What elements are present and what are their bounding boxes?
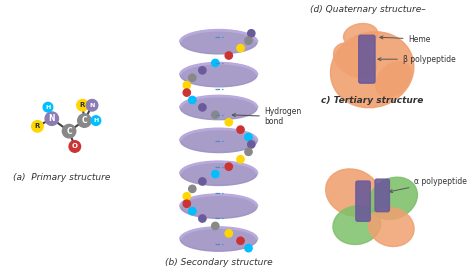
Circle shape bbox=[183, 193, 191, 200]
Circle shape bbox=[245, 148, 252, 155]
Circle shape bbox=[225, 52, 232, 59]
Circle shape bbox=[45, 112, 58, 125]
Ellipse shape bbox=[330, 32, 414, 108]
Text: H: H bbox=[46, 105, 51, 110]
Circle shape bbox=[91, 116, 100, 125]
FancyBboxPatch shape bbox=[359, 35, 375, 83]
Text: N: N bbox=[90, 103, 95, 108]
FancyBboxPatch shape bbox=[375, 179, 390, 212]
Ellipse shape bbox=[369, 208, 414, 247]
Text: C: C bbox=[66, 127, 72, 136]
Ellipse shape bbox=[326, 169, 380, 216]
Circle shape bbox=[237, 156, 244, 163]
Circle shape bbox=[43, 102, 53, 112]
Text: (b) Secondary structure: (b) Secondary structure bbox=[165, 258, 273, 267]
Circle shape bbox=[225, 118, 232, 126]
Text: β polypeptide: β polypeptide bbox=[378, 55, 456, 64]
Circle shape bbox=[189, 207, 196, 215]
Ellipse shape bbox=[180, 228, 257, 251]
Circle shape bbox=[211, 222, 219, 230]
Circle shape bbox=[199, 215, 206, 222]
Circle shape bbox=[245, 37, 252, 44]
Circle shape bbox=[69, 141, 81, 152]
Circle shape bbox=[211, 170, 219, 178]
Circle shape bbox=[237, 237, 244, 244]
Circle shape bbox=[199, 178, 206, 185]
Circle shape bbox=[32, 121, 43, 132]
Text: C: C bbox=[82, 116, 87, 125]
Ellipse shape bbox=[334, 43, 376, 78]
Text: α polypeptide: α polypeptide bbox=[389, 177, 467, 193]
Circle shape bbox=[199, 67, 206, 74]
Circle shape bbox=[237, 126, 244, 133]
Circle shape bbox=[86, 100, 98, 111]
Text: R: R bbox=[35, 123, 40, 129]
Ellipse shape bbox=[180, 162, 257, 185]
FancyBboxPatch shape bbox=[356, 181, 370, 221]
Circle shape bbox=[183, 81, 191, 89]
Circle shape bbox=[237, 44, 244, 52]
Circle shape bbox=[247, 30, 255, 37]
Text: R: R bbox=[80, 102, 85, 108]
Circle shape bbox=[247, 141, 255, 148]
Circle shape bbox=[199, 104, 206, 111]
Ellipse shape bbox=[180, 63, 257, 87]
Text: N: N bbox=[48, 114, 55, 123]
Circle shape bbox=[77, 100, 88, 111]
Ellipse shape bbox=[344, 24, 378, 47]
Circle shape bbox=[225, 163, 232, 170]
Circle shape bbox=[183, 89, 191, 96]
Ellipse shape bbox=[180, 96, 257, 120]
Circle shape bbox=[245, 245, 252, 252]
Circle shape bbox=[63, 125, 76, 138]
Circle shape bbox=[183, 200, 191, 207]
Ellipse shape bbox=[333, 206, 381, 244]
Circle shape bbox=[245, 133, 252, 141]
Text: Hydrogen
bond: Hydrogen bond bbox=[232, 107, 302, 126]
Text: O: O bbox=[72, 143, 78, 150]
Text: (d) Quaternary structure–: (d) Quaternary structure– bbox=[310, 4, 426, 14]
Text: H: H bbox=[93, 118, 99, 123]
Ellipse shape bbox=[180, 129, 257, 153]
Circle shape bbox=[211, 111, 219, 118]
Circle shape bbox=[225, 230, 232, 237]
Ellipse shape bbox=[376, 62, 411, 97]
Circle shape bbox=[189, 96, 196, 104]
Circle shape bbox=[78, 114, 91, 127]
Text: c) Tertiary structure: c) Tertiary structure bbox=[321, 96, 423, 105]
Circle shape bbox=[189, 74, 196, 81]
Ellipse shape bbox=[180, 30, 257, 54]
Circle shape bbox=[189, 185, 196, 193]
Ellipse shape bbox=[180, 195, 257, 218]
Circle shape bbox=[211, 59, 219, 67]
Ellipse shape bbox=[369, 177, 418, 219]
Text: Heme: Heme bbox=[380, 34, 431, 44]
Text: (a)  Primary structure: (a) Primary structure bbox=[13, 173, 110, 182]
